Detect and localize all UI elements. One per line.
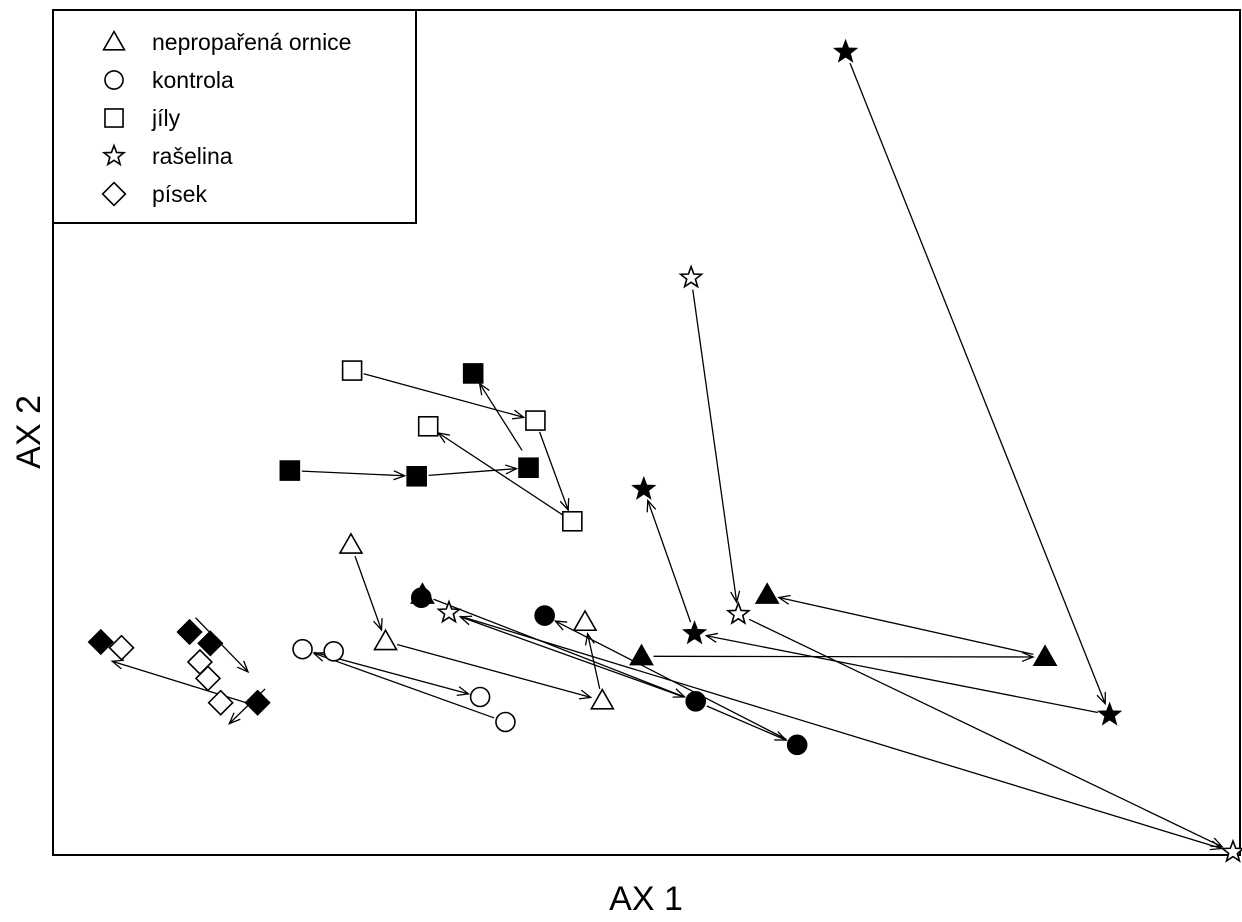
data-point-circle bbox=[495, 711, 516, 733]
arrow bbox=[354, 555, 383, 632]
data-point-triangle bbox=[572, 609, 598, 632]
points-layer bbox=[87, 38, 1242, 863]
legend-symbol-circle bbox=[104, 70, 124, 90]
arrow bbox=[110, 659, 251, 705]
data-point-triangle bbox=[629, 643, 654, 666]
data-point-square bbox=[279, 460, 301, 481]
arrow bbox=[458, 615, 685, 698]
arrow bbox=[777, 594, 1034, 656]
data-point-square bbox=[525, 410, 546, 431]
data-point-circle bbox=[410, 587, 432, 609]
data-point-circle bbox=[534, 605, 555, 626]
legend-label: kontrola bbox=[152, 67, 234, 93]
data-point-diamond bbox=[244, 689, 271, 716]
data-point-triangle bbox=[589, 687, 615, 710]
arrow bbox=[396, 643, 593, 700]
data-point-circle bbox=[786, 734, 808, 756]
plot-frame bbox=[52, 9, 1241, 856]
legend-symbol-square bbox=[104, 108, 124, 128]
legend-label: rašelina bbox=[152, 143, 233, 169]
data-point-star bbox=[681, 620, 708, 645]
data-point-star bbox=[832, 38, 859, 63]
data-point-square bbox=[518, 457, 539, 479]
arrow bbox=[312, 652, 495, 719]
arrow bbox=[460, 615, 1224, 851]
data-point-star bbox=[436, 599, 462, 624]
data-point-circle bbox=[685, 690, 707, 712]
data-point-triangle bbox=[338, 532, 364, 554]
legend-symbol-diamond bbox=[101, 181, 127, 207]
arrow bbox=[704, 632, 1098, 714]
arrow bbox=[849, 62, 1106, 706]
data-point-circle bbox=[323, 640, 344, 662]
data-point-star bbox=[678, 264, 704, 289]
arrow bbox=[433, 598, 687, 698]
data-point-diamond bbox=[87, 628, 114, 656]
data-point-star bbox=[725, 600, 752, 625]
legend-label: nepropařená ornice bbox=[152, 29, 351, 55]
legend-symbol-triangle bbox=[102, 29, 126, 51]
arrows-layer bbox=[110, 62, 1224, 851]
arrow bbox=[301, 470, 407, 481]
arrow bbox=[653, 651, 1035, 663]
data-point-diamond bbox=[194, 665, 222, 692]
data-point-square bbox=[562, 510, 583, 532]
x-axis-label: AX 1 bbox=[609, 880, 683, 918]
data-point-square bbox=[417, 415, 439, 437]
arrow bbox=[428, 464, 519, 477]
data-point-triangle bbox=[1032, 644, 1058, 667]
data-point-star bbox=[1220, 838, 1242, 863]
data-point-square bbox=[341, 360, 363, 381]
data-point-triangle bbox=[373, 628, 398, 651]
arrow bbox=[478, 382, 523, 451]
arrow bbox=[706, 705, 788, 741]
data-point-circle bbox=[469, 686, 491, 708]
arrow bbox=[646, 498, 692, 623]
legend-label: písek bbox=[152, 181, 207, 207]
data-point-star bbox=[1096, 701, 1123, 726]
data-point-diamond bbox=[197, 630, 224, 657]
data-point-square bbox=[406, 465, 427, 487]
arrow bbox=[363, 373, 526, 420]
data-point-square bbox=[462, 363, 484, 384]
arrow bbox=[538, 431, 570, 512]
legend: nepropařená ornice kontrola jíly rašelina pí… bbox=[52, 9, 417, 224]
data-point-triangle bbox=[754, 582, 780, 604]
legend-symbol-star bbox=[101, 143, 127, 167]
data-point-diamond bbox=[176, 618, 203, 646]
arrow bbox=[748, 618, 1224, 848]
arrow bbox=[692, 289, 741, 604]
data-point-diamond bbox=[207, 689, 234, 716]
data-point-star bbox=[631, 475, 657, 500]
legend-label: jíly bbox=[151, 105, 181, 131]
arrow bbox=[553, 620, 787, 740]
data-point-diamond bbox=[108, 634, 135, 661]
data-point-circle bbox=[292, 638, 313, 660]
y-axis-label: AX 2 bbox=[10, 395, 48, 469]
